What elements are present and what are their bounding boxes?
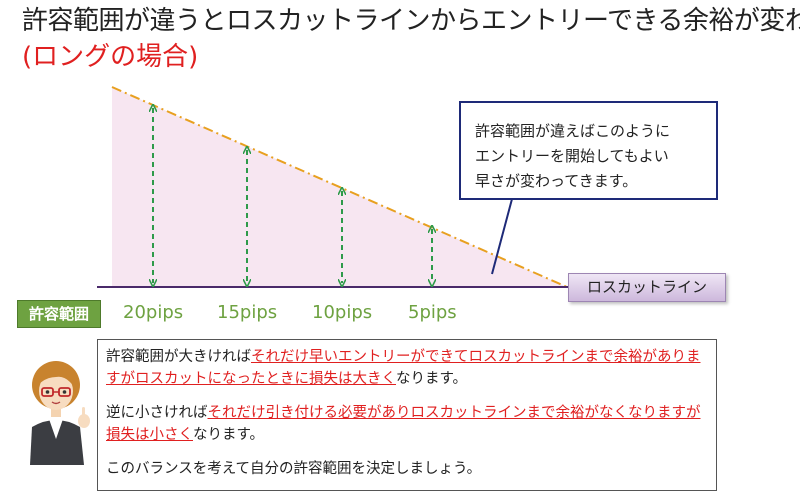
pips-label-20: 20pips <box>123 302 184 323</box>
explanation-p2-text: 逆に小さければ <box>106 405 208 421</box>
explanation-p2-end: なります。 <box>193 427 265 443</box>
losscut-line-label: ロスカットライン <box>568 273 726 302</box>
callout-pointer <box>491 198 513 275</box>
pips-label-5: 5pips <box>408 302 457 323</box>
explanation-paragraph-2: 逆に小さければそれだけ引き付ける必要がありロスカットラインまで余裕がなくなります… <box>106 402 708 446</box>
explanation-p1-highlight: それだけ早いエントリーができてロスカットラインまで余裕がありますがロスカットにな… <box>106 349 701 387</box>
explanation-p1-end: なります。 <box>396 371 468 387</box>
explanation-p1-text: 許容範囲が大きければ <box>106 349 251 365</box>
explanation-p2-highlight: それだけ引き付ける必要がありロスカットラインまで余裕がなくなりますが損失は小さく <box>106 405 701 443</box>
callout-line-3: 早さが変わってきます。 <box>475 172 638 190</box>
pips-label-10: 10pips <box>312 302 373 323</box>
page-subtitle: (ロングの場合) <box>22 42 199 72</box>
advisor-avatar-icon <box>30 361 90 465</box>
callout-box: 許容範囲が違えばこのように エントリーを開始してもよい 早さが変わってきます。 <box>459 101 718 200</box>
callout-line-1: 許容範囲が違えばこのように <box>475 122 671 140</box>
allowance-range-label: 許容範囲 <box>17 300 101 328</box>
page-title: 許容範囲が違うとロスカットラインからエントリーできる余裕が変わる <box>22 6 800 36</box>
allowance-diagram <box>97 86 572 288</box>
callout-line-2: エントリーを開始してもよい <box>475 147 669 165</box>
pips-label-15: 15pips <box>217 302 278 323</box>
explanation-paragraph-1: 許容範囲が大きければそれだけ早いエントリーができてロスカットラインまで余裕があり… <box>106 346 708 390</box>
explanation-paragraph-3: このバランスを考えて自分の許容範囲を決定しましょう。 <box>106 461 482 477</box>
explanation-box: 許容範囲が大きければそれだけ早いエントリーができてロスカットラインまで余裕があり… <box>97 339 717 491</box>
